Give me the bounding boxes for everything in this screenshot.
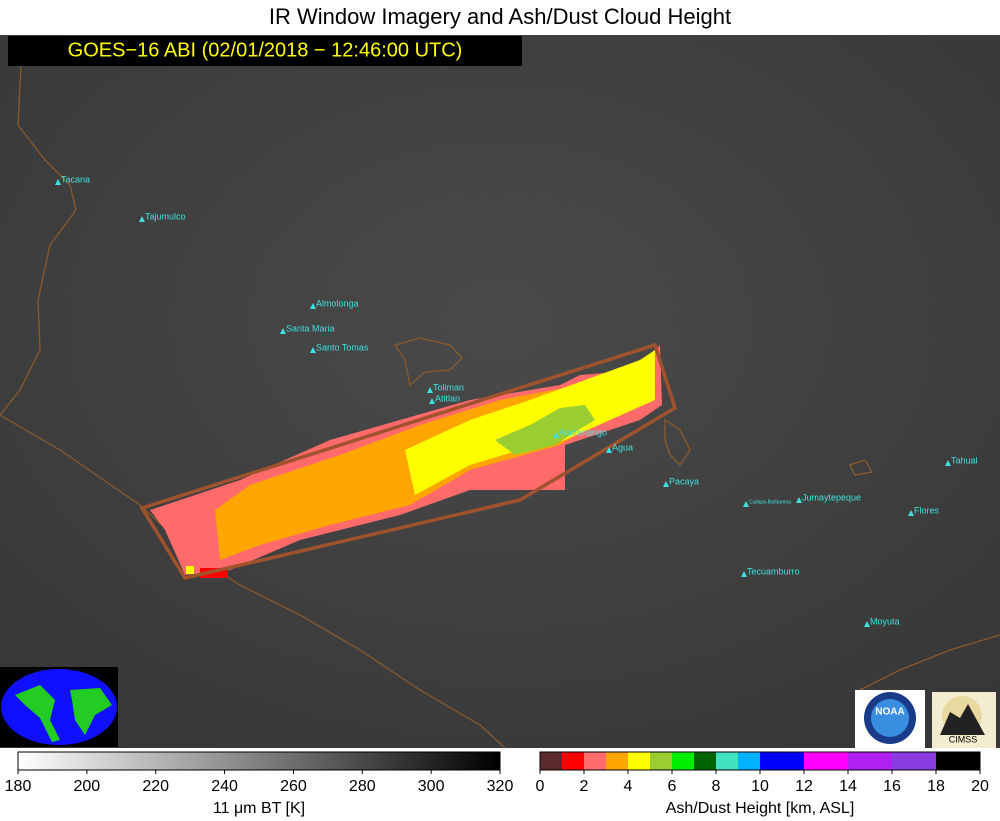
colorbar-segment — [804, 752, 826, 770]
colorbars: 180 200 220 240 260 280 300 320 11 μm BT [K] 0 2 4 6… — [5, 751, 989, 817]
timestamp-box — [8, 36, 522, 66]
volcano-marker — [945, 460, 951, 466]
tick-label: 200 — [74, 778, 101, 795]
colorbar-segment — [936, 752, 958, 770]
tick-label: 16 — [883, 778, 901, 795]
volcano-label: Tecuamburro — [747, 566, 800, 576]
colorbar-segment — [782, 752, 804, 770]
globe-inset — [0, 667, 118, 747]
colorbar-segment — [650, 752, 672, 770]
volcano-label: Tajumulco — [145, 211, 186, 221]
tick-label: 300 — [418, 778, 445, 795]
volcano-marker — [741, 571, 747, 577]
volcano-labels: Tacana Tajumulco Almolonga Santa Maria Santo… — [55, 174, 978, 627]
volcano-marker — [743, 501, 749, 507]
volcano-label: Acatenango — [559, 427, 607, 437]
colorbar-segment — [958, 752, 980, 770]
volcano-label: Cuilapa-Barbarena — [749, 499, 791, 505]
colorbar-frame — [17, 751, 501, 771]
colorbar-segment — [760, 752, 782, 770]
volcano-label: Tahual — [951, 455, 978, 465]
colorbar-segment — [694, 752, 716, 770]
tick-label: 20 — [971, 778, 989, 795]
tick-label: 4 — [624, 778, 633, 795]
tick-label: 8 — [712, 778, 721, 795]
volcano-marker — [663, 481, 669, 487]
volcano-label: Agua — [612, 442, 633, 452]
volcano-label: Toliman — [433, 382, 464, 392]
map-background — [0, 35, 1000, 748]
colorbar — [18, 752, 500, 770]
tick-label: 18 — [927, 778, 945, 795]
noaa-logo: NOAA — [855, 690, 925, 748]
timestamp: GOES−16 ABI (02/01/2018 − 12:46:00 UTC) — [68, 39, 463, 61]
logo-text: CIMSS — [949, 734, 978, 744]
volcano-marker — [139, 216, 145, 222]
tick-label: 10 — [751, 778, 769, 795]
volcano-marker — [553, 432, 559, 438]
colorbar-segment — [584, 752, 606, 770]
volcano-label: Flores — [914, 505, 940, 515]
tick-label: 260 — [280, 778, 307, 795]
colorbar-segment — [606, 752, 628, 770]
volcano-label: Santo Tomas — [316, 342, 369, 352]
colorbar-segment — [826, 752, 848, 770]
logo-text: NOAA — [875, 707, 904, 718]
volcano-marker — [606, 447, 612, 453]
tick-label: 180 — [5, 778, 32, 795]
cimss-logo: CIMSS — [932, 692, 996, 748]
colorbar-segment — [914, 752, 936, 770]
volcano-marker — [310, 347, 316, 353]
colorbar-segment — [716, 752, 738, 770]
volcano-label: Pacaya — [669, 476, 699, 486]
colorbar-segment — [870, 752, 892, 770]
tick-label: 280 — [349, 778, 376, 795]
volcano-label: Almolonga — [316, 298, 359, 308]
ash-outline — [139, 342, 678, 580]
colorbar-segment — [848, 752, 870, 770]
volcano-label: Jumaytepeque — [802, 492, 861, 502]
tick-label: 240 — [211, 778, 238, 795]
colorbar-label: 11 μm BT [K] — [213, 800, 305, 817]
volcano-label: Santa Maria — [286, 323, 335, 333]
tick-label: 320 — [487, 778, 514, 795]
volcano-marker — [310, 303, 316, 309]
colorbar-label: Ash/Dust Height [km, ASL] — [666, 800, 855, 817]
volcano-marker — [427, 387, 433, 393]
colorbar-segment — [892, 752, 914, 770]
volcano-label: Moyuta — [870, 616, 900, 626]
colorbar-segment — [628, 752, 650, 770]
volcano-marker — [908, 510, 914, 516]
tick-label: 220 — [142, 778, 169, 795]
tick-label: 6 — [668, 778, 677, 795]
tick-label: 12 — [795, 778, 813, 795]
colorbar-segment — [562, 752, 584, 770]
volcano-marker — [55, 179, 61, 185]
volcano-marker — [796, 497, 802, 503]
tick-label: 2 — [580, 778, 589, 795]
boundaries — [0, 44, 1000, 749]
volcano-marker — [429, 398, 435, 404]
colorbar-segment — [738, 752, 760, 770]
colorbar-segment — [672, 752, 694, 770]
volcano-marker — [864, 621, 870, 627]
tick-label: 14 — [839, 778, 857, 795]
tick-label: 0 — [536, 778, 545, 795]
volcano-marker — [280, 328, 286, 334]
title: IR Window Imagery and Ash/Dust Cloud Hei… — [269, 4, 731, 29]
colorbar-segment — [540, 752, 562, 770]
volcano-label: Atitlan — [435, 393, 460, 403]
volcano-label: Tacana — [61, 174, 90, 184]
